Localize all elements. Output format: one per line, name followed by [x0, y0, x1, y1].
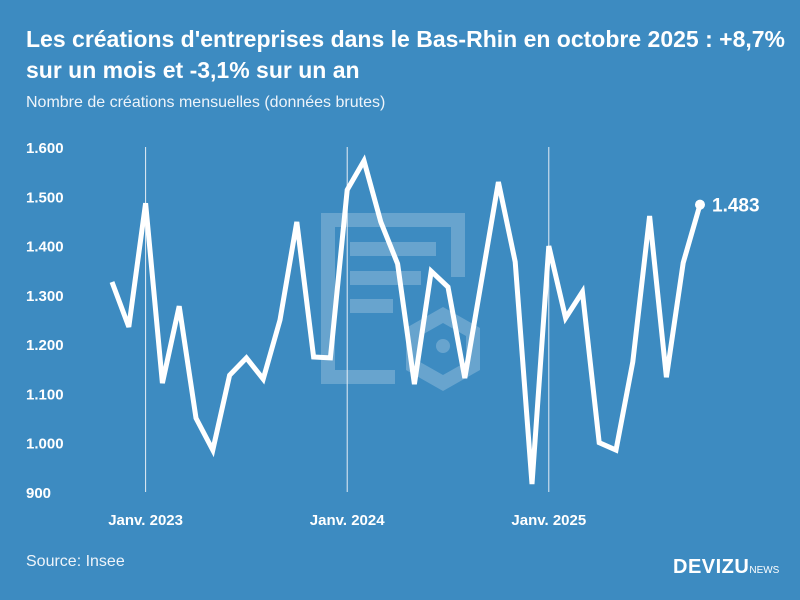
last-point-marker: [695, 199, 705, 210]
y-tick-label: 1.600: [26, 140, 64, 157]
logo-suffix: NEWS: [749, 565, 780, 576]
source-note: Source: Insee: [26, 553, 125, 570]
last-value-label: 1.483: [712, 196, 760, 217]
y-tick-label: 1.500: [26, 189, 64, 206]
x-tick-label: Janv. 2024: [310, 512, 385, 529]
logo-main: DEVIZU: [673, 556, 750, 578]
x-tick-label: Janv. 2023: [108, 512, 183, 529]
devizu-logo: DEVIZUNEWS: [673, 556, 779, 579]
y-tick-label: 1.300: [26, 288, 64, 305]
y-tick-label: 1.200: [26, 337, 64, 354]
y-tick-label: 1.000: [26, 436, 64, 453]
y-tick-label: 1.400: [26, 239, 64, 256]
chart-title: Les créations d'entreprises dans le Bas-…: [26, 26, 785, 83]
series-line: [109, 154, 703, 485]
y-tick-label: 1.100: [26, 386, 64, 403]
y-tick-label: 900: [26, 485, 51, 502]
chart-subtitle: Nombre de créations mensuelles (données …: [26, 94, 386, 111]
x-tick-label: Janv. 2025: [511, 512, 586, 529]
